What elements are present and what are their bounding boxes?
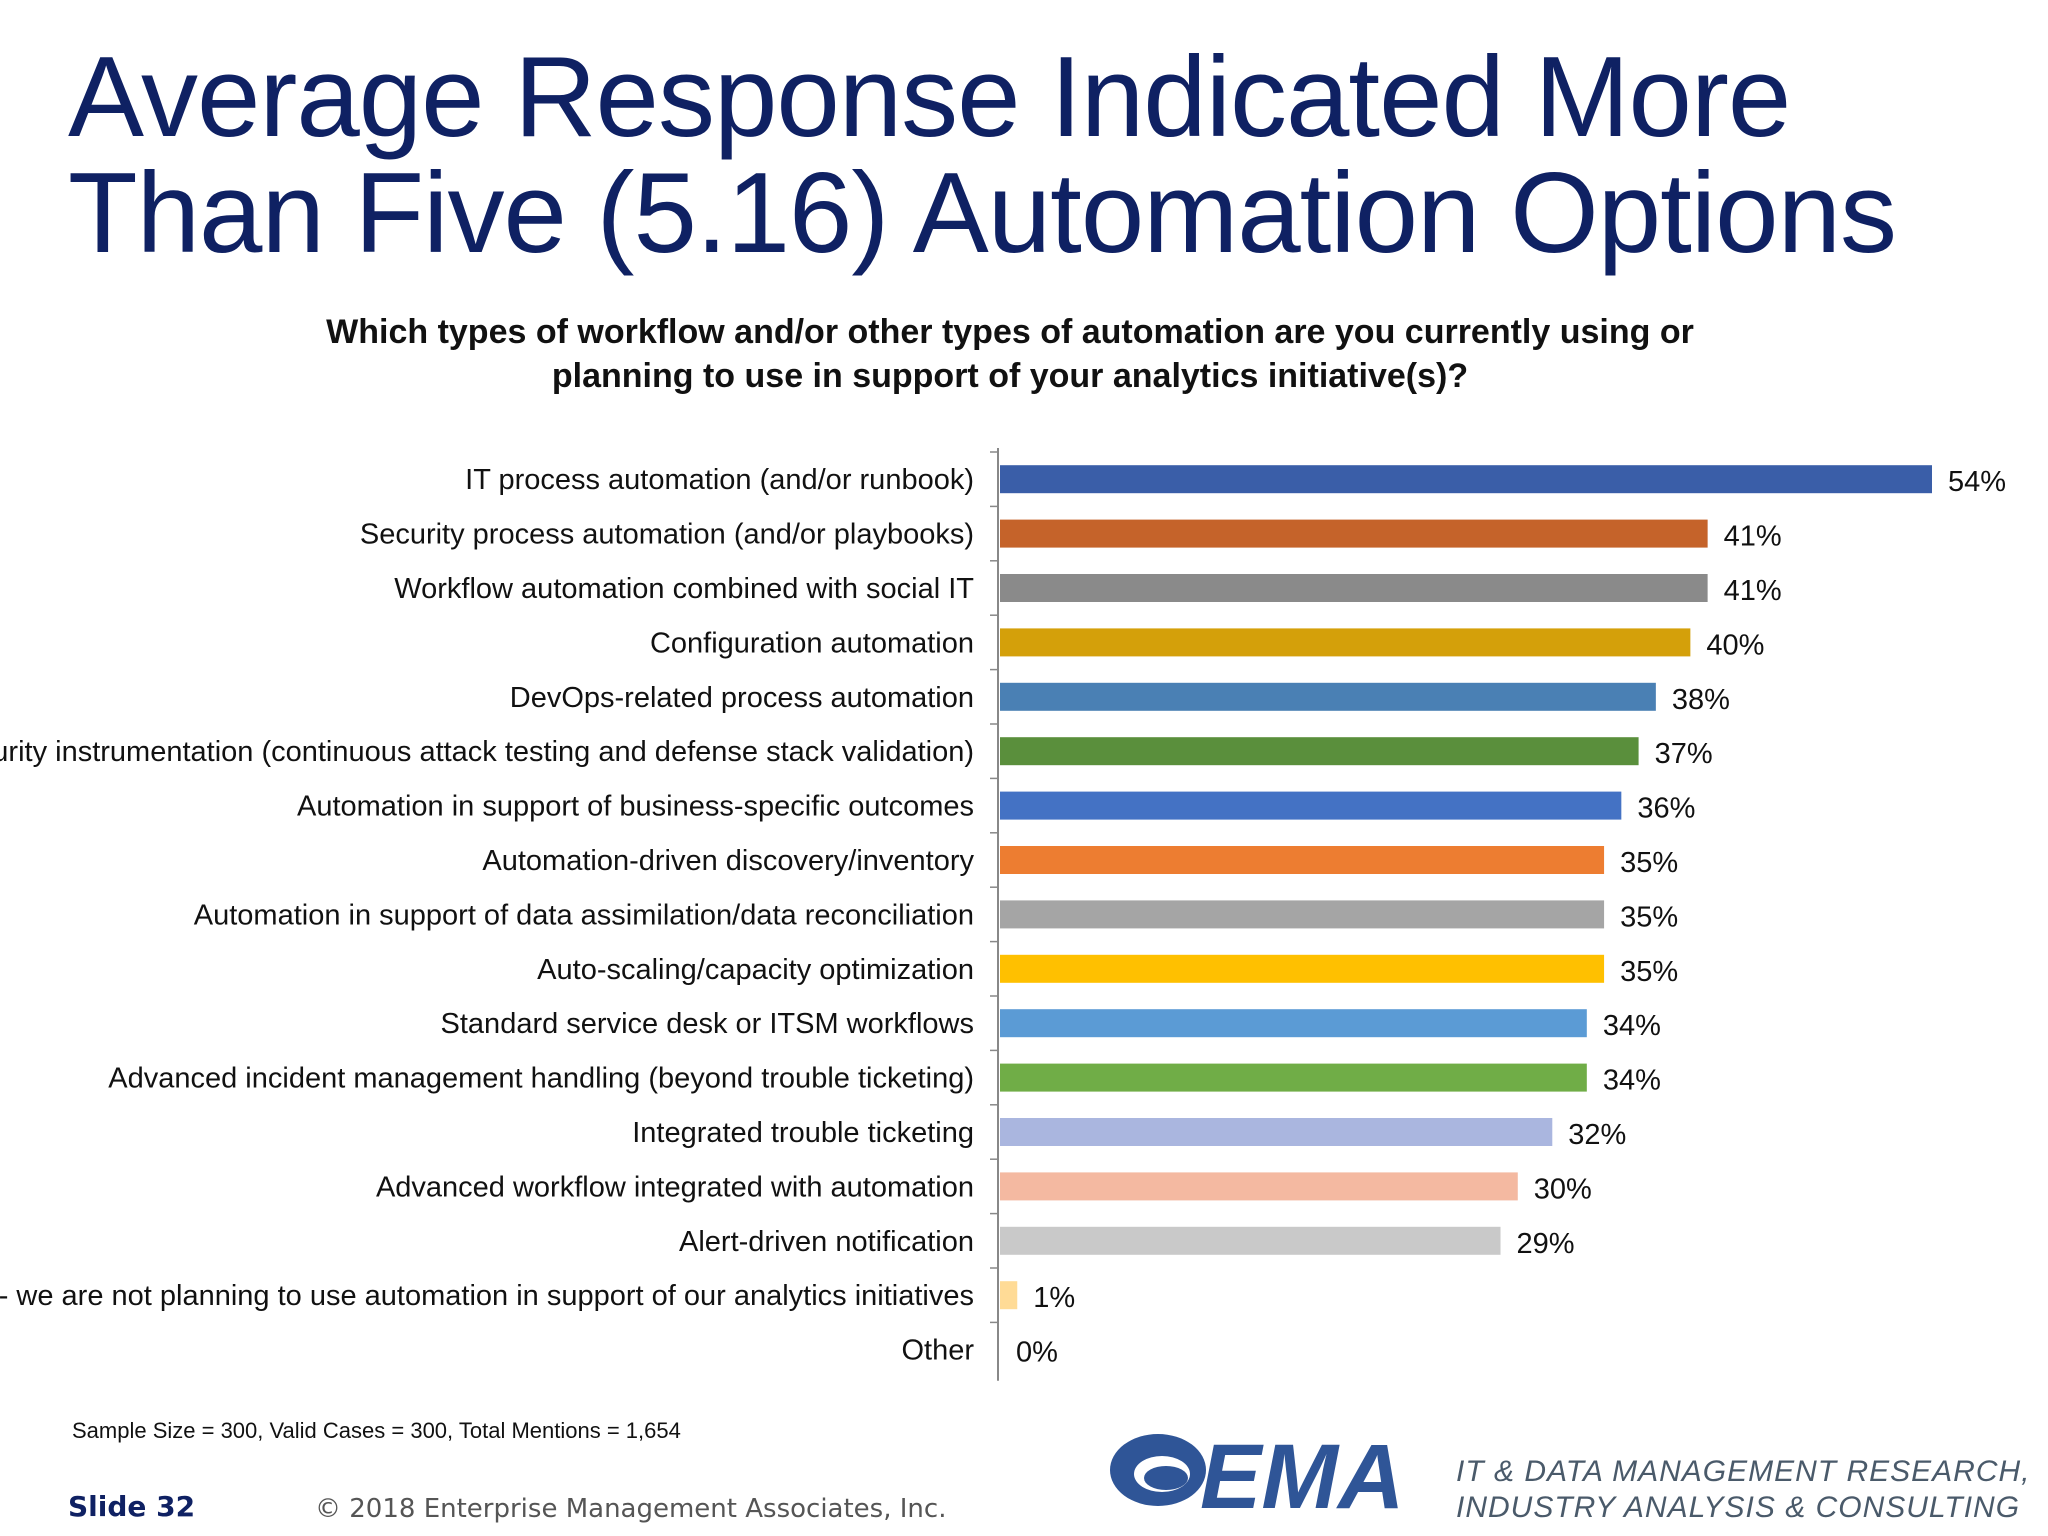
bar [1000, 1172, 1518, 1201]
tagline-line-2: INDUSTRY ANALYSIS & CONSULTING [1456, 1491, 2021, 1524]
value-label: 36% [1637, 793, 1695, 825]
category-label: Advanced workflow integrated with automa… [376, 1171, 974, 1203]
bar [1000, 574, 1708, 602]
value-label: 40% [1706, 629, 1764, 661]
value-label: 37% [1655, 738, 1713, 770]
category-label: Configuration automation [650, 627, 974, 659]
category-label: Workflow automation combined with social… [394, 573, 974, 605]
category-label: DevOps-related process automation [510, 682, 974, 714]
bar [1000, 1009, 1587, 1038]
value-label: 38% [1672, 684, 1730, 716]
value-label: 54% [1948, 466, 2006, 498]
copyright-notice: © 2018 Enterprise Management Associates,… [315, 1494, 947, 1524]
survey-question: Which types of workflow and/or other typ… [326, 313, 1694, 395]
bar [1000, 1226, 1501, 1255]
bar [1000, 1281, 1018, 1310]
value-label: 0% [1016, 1337, 1058, 1369]
category-label: Automation in support of data assimilati… [194, 899, 974, 931]
category-label: Integrated trouble ticketing [632, 1117, 974, 1149]
value-label: 35% [1620, 956, 1678, 988]
bar [1000, 791, 1622, 820]
value-label: 34% [1603, 1065, 1661, 1097]
bar [1000, 465, 1932, 494]
bar [1000, 1118, 1553, 1146]
bar-chart: IT process automation (and/or runbook) 54… [0, 448, 2006, 1381]
category-label: Security instrumentation (continuous att… [0, 736, 974, 768]
value-label: 35% [1620, 847, 1678, 879]
category-label: Security process automation (and/or play… [360, 519, 974, 551]
bar [1000, 900, 1605, 929]
slide-title: Average Response Indicated More Than Fiv… [68, 34, 1897, 277]
logo-text: EMA [1200, 1426, 1404, 1520]
category-label: Auto-scaling/capacity optimization [537, 954, 974, 986]
category-label: Standard service desk or ITSM workflows [441, 1008, 974, 1040]
value-label: 34% [1603, 1010, 1661, 1042]
company-tagline: IT & DATA MANAGEMENT RESEARCH, INDUSTRY … [1456, 1454, 2031, 1526]
value-label: 41% [1724, 521, 1782, 553]
bar [1000, 1063, 1587, 1092]
sample-size-note: Sample Size = 300, Valid Cases = 300, To… [72, 1418, 681, 1443]
value-label: 29% [1517, 1228, 1575, 1260]
bar [1000, 737, 1639, 766]
category-label: Automation-driven discovery/inventory [482, 845, 974, 877]
bar [1000, 954, 1605, 983]
bar [1000, 682, 1656, 711]
value-label: 41% [1724, 575, 1782, 607]
value-label: 30% [1534, 1173, 1592, 1205]
category-label: Advanced incident management handling (b… [108, 1063, 974, 1095]
value-label: 1% [1033, 1282, 1075, 1314]
bar [1000, 628, 1691, 657]
value-label: 35% [1620, 901, 1678, 933]
bar [1000, 846, 1605, 874]
slide-number: Slide 32 [68, 1490, 196, 1523]
category-label: Other [901, 1335, 974, 1367]
ema-logo: EMA [1110, 1426, 1404, 1520]
value-label: 32% [1568, 1119, 1626, 1151]
category-label: Automation in support of business-specif… [297, 791, 974, 823]
category-label: Alert-driven notification [679, 1226, 974, 1258]
category-label: None - we are not planning to use automa… [0, 1280, 974, 1312]
tagline-line-1: IT & DATA MANAGEMENT RESEARCH, [1456, 1455, 2031, 1488]
category-label: IT process automation (and/or runbook) [465, 464, 974, 496]
bar [1000, 519, 1708, 548]
